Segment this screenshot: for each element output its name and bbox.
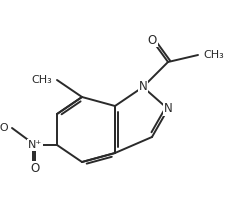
Text: O: O xyxy=(147,33,157,47)
Text: ⁻O: ⁻O xyxy=(0,123,9,133)
Text: N: N xyxy=(164,103,172,115)
Text: O: O xyxy=(30,162,40,174)
Text: CH₃: CH₃ xyxy=(203,50,224,60)
Text: N: N xyxy=(139,81,147,93)
Text: N⁺: N⁺ xyxy=(28,140,42,150)
Text: CH₃: CH₃ xyxy=(31,75,52,85)
